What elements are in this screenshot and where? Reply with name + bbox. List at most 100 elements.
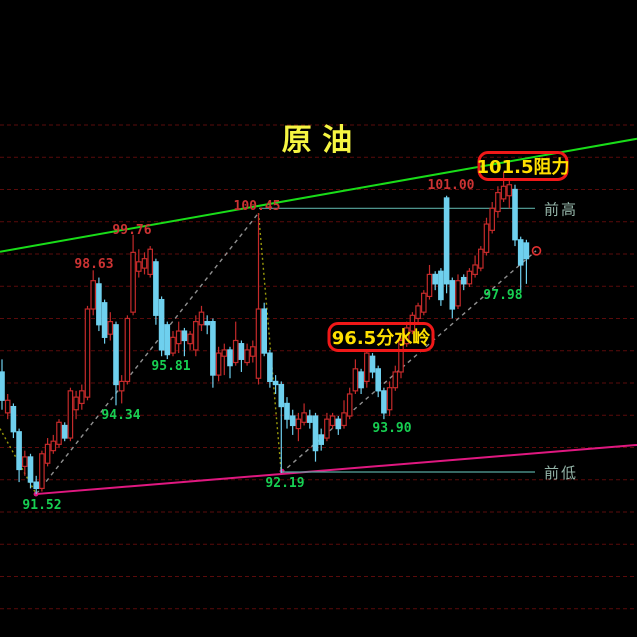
candle xyxy=(478,246,484,272)
candle xyxy=(295,412,302,442)
rising-resistance-trendline xyxy=(0,137,637,253)
swing-low-label: 95.81 xyxy=(151,359,190,374)
candle-body xyxy=(352,368,359,392)
candle-body xyxy=(438,270,444,301)
current-price-marker xyxy=(531,246,542,256)
candle xyxy=(170,331,176,357)
candle xyxy=(278,381,285,473)
trendline-anchor-dot xyxy=(279,468,285,474)
candle-body xyxy=(289,415,296,427)
candle-body xyxy=(84,308,91,398)
candle xyxy=(227,346,233,379)
candle-body xyxy=(56,421,62,445)
candle xyxy=(130,234,136,316)
candle-body xyxy=(238,343,245,360)
candle xyxy=(10,403,17,439)
candle-body xyxy=(267,352,273,383)
candle xyxy=(483,217,490,256)
candle-body xyxy=(181,330,188,342)
swing-low-label: 92.19 xyxy=(265,476,304,491)
candle xyxy=(158,296,165,357)
candle-body xyxy=(392,371,399,389)
candle xyxy=(39,450,45,492)
candle-body xyxy=(244,349,250,364)
candle-body xyxy=(250,346,256,357)
candle-body xyxy=(158,298,165,351)
candle-body xyxy=(4,399,11,414)
candle-body xyxy=(341,412,347,427)
swing-connector-dashed_gray xyxy=(35,212,260,495)
candle-body xyxy=(278,383,285,408)
candle xyxy=(44,438,51,467)
candle-body xyxy=(170,336,176,354)
candle xyxy=(358,368,364,394)
candle xyxy=(500,172,507,203)
swing-low-label: 91.52 xyxy=(22,498,61,513)
candle xyxy=(67,387,74,442)
annotation-text: 96.5分水岭 xyxy=(332,327,430,349)
candle xyxy=(341,400,347,429)
candle-body xyxy=(210,321,216,376)
candle xyxy=(512,184,518,247)
candle xyxy=(113,321,119,406)
candle-body xyxy=(255,308,262,379)
candle xyxy=(4,393,11,420)
chart-title: 原 油 xyxy=(282,123,352,158)
candle xyxy=(506,179,513,209)
candle-body xyxy=(489,207,496,231)
candle xyxy=(124,315,131,385)
candle-body xyxy=(301,412,307,423)
candle xyxy=(375,365,382,398)
candle xyxy=(369,353,376,379)
candle-body xyxy=(523,242,530,260)
candle-body xyxy=(187,333,193,345)
candle-body xyxy=(284,402,290,420)
candle-body xyxy=(193,321,199,351)
candle-body xyxy=(403,327,410,345)
annotation-text: 101.5阻力 xyxy=(477,157,570,178)
candle-body xyxy=(78,390,85,405)
candle-body xyxy=(495,191,501,213)
candle xyxy=(335,416,342,435)
candle-body xyxy=(386,387,393,411)
grid-layer xyxy=(0,124,637,610)
candle xyxy=(495,186,501,218)
candle-body xyxy=(124,317,131,383)
candle-body xyxy=(107,321,114,335)
candle xyxy=(0,359,5,410)
candle-body xyxy=(153,261,159,316)
candle xyxy=(272,375,279,394)
candle xyxy=(392,365,399,391)
candle-body xyxy=(295,418,302,430)
swing-connector-dotted_yellow xyxy=(257,212,282,474)
candle-body xyxy=(381,390,387,414)
candle xyxy=(244,343,250,366)
candle xyxy=(193,315,199,357)
candle xyxy=(421,290,427,316)
candle-body xyxy=(415,305,421,320)
candle-body xyxy=(164,324,171,356)
candle-body xyxy=(118,380,125,392)
candle-body xyxy=(147,248,154,276)
candle xyxy=(27,453,34,489)
candle xyxy=(517,236,524,291)
candle xyxy=(33,475,40,495)
candle-body xyxy=(512,188,518,241)
rising-support-trendline xyxy=(35,443,637,496)
candle-body xyxy=(517,239,524,266)
candle xyxy=(56,419,62,448)
candle-body xyxy=(369,355,376,373)
candle-body xyxy=(272,380,279,386)
candle xyxy=(289,409,296,435)
swing-high-label: 98.63 xyxy=(74,257,113,272)
candle-body xyxy=(215,352,222,376)
candle-body xyxy=(432,273,439,285)
candle-body xyxy=(506,184,513,197)
candle xyxy=(352,359,359,394)
candle-body xyxy=(198,311,205,326)
candle-body xyxy=(73,396,79,411)
candle-body xyxy=(113,324,119,386)
candle-body xyxy=(466,270,473,285)
